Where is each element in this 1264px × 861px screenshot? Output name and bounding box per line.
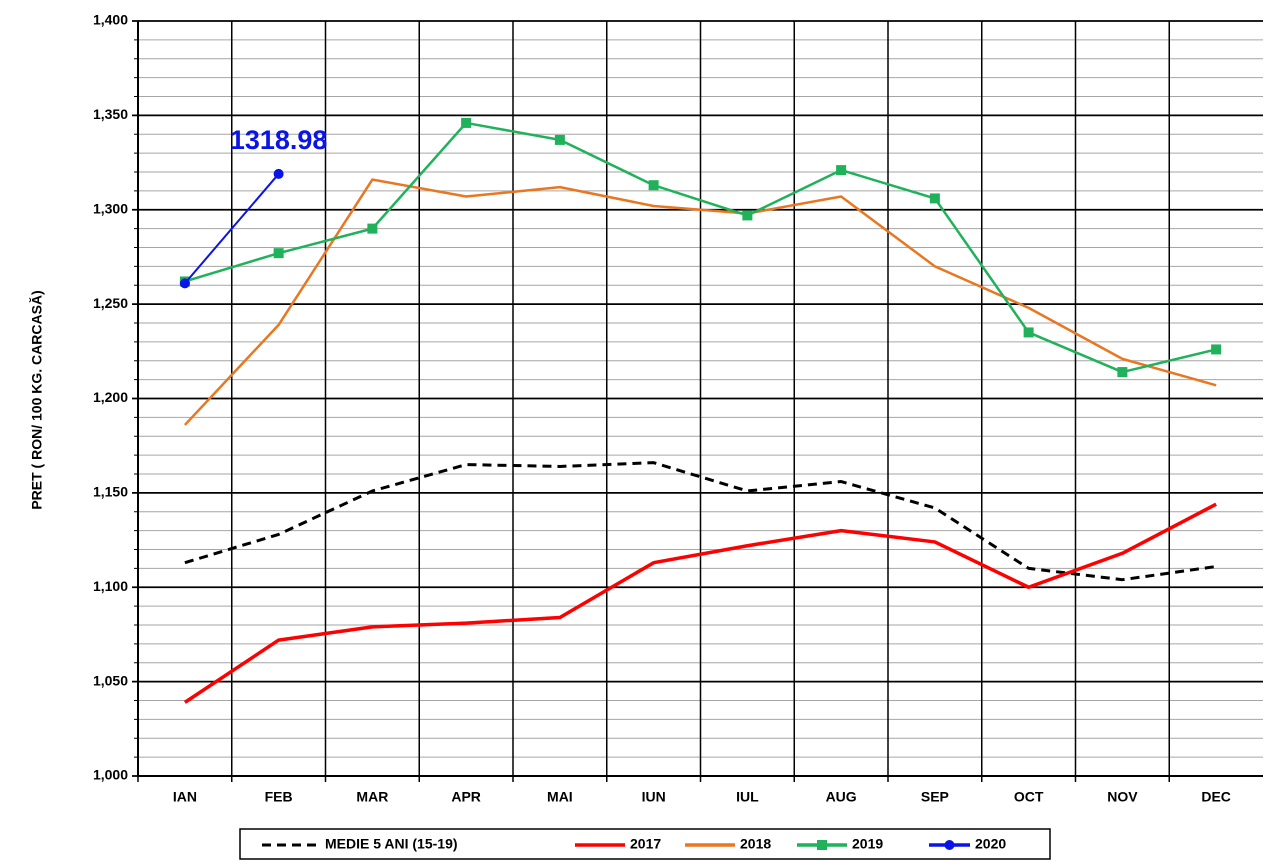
marker: [179, 278, 190, 289]
y-tick-label: 1,250: [93, 295, 128, 311]
y-axis-title: PRET ( RON/ 100 KG. CARCASĂ): [29, 290, 45, 509]
x-tick-label: MAR: [356, 789, 388, 805]
x-tick-label: NOV: [1107, 789, 1138, 805]
x-tick-label: IUL: [736, 789, 759, 805]
marker: [648, 180, 659, 191]
marker: [367, 223, 378, 234]
series-line: [183, 502, 1217, 704]
y-tick-label: 1,000: [93, 767, 128, 783]
x-tick-label: OCT: [1014, 789, 1044, 805]
marker: [461, 117, 472, 128]
marker: [273, 248, 284, 259]
y-tick-label: 1,300: [93, 200, 128, 216]
marker: [929, 193, 940, 204]
annotation: 1318.98: [230, 125, 328, 155]
marker: [1117, 367, 1128, 378]
marker: [1211, 344, 1222, 355]
series-line: [183, 178, 1217, 426]
y-tick-label: 1,350: [93, 106, 128, 122]
x-tick-label: IUN: [642, 789, 666, 805]
x-tick-label: DEC: [1201, 789, 1231, 805]
legend: MEDIE 5 ANI (15-19) 2017 2018 2019 2020: [239, 828, 1051, 860]
y-tick-label: 1,150: [93, 484, 128, 500]
y-tick-label: 1,050: [93, 672, 128, 688]
x-tick-label: MAI: [547, 789, 573, 805]
marker: [836, 165, 847, 176]
y-tick-label: 1,200: [93, 389, 128, 405]
marker: [273, 168, 284, 179]
legend-label: 2018: [740, 836, 771, 852]
legend-label: MEDIE 5 ANI (15-19): [325, 836, 458, 852]
y-tick-label: 1,400: [93, 12, 128, 28]
y-tick-label: 1,100: [93, 578, 128, 594]
marker: [1023, 327, 1034, 338]
legend-box: [239, 828, 1051, 860]
x-tick-label: SEP: [921, 789, 949, 805]
series-line: [184, 173, 280, 285]
legend-label: 2020: [975, 836, 1006, 852]
x-tick-label: AUG: [826, 789, 857, 805]
legend-label: 2017: [630, 836, 661, 852]
series-line: [184, 461, 1217, 582]
series-line: [184, 121, 1217, 374]
x-tick-label: FEB: [265, 789, 293, 805]
x-tick-label: IAN: [173, 789, 197, 805]
x-tick-label: APR: [451, 789, 481, 805]
marker: [554, 134, 565, 145]
marker: [944, 840, 955, 850]
marker: [742, 210, 753, 221]
marker: [817, 840, 827, 850]
legend-label: 2019: [852, 836, 883, 852]
